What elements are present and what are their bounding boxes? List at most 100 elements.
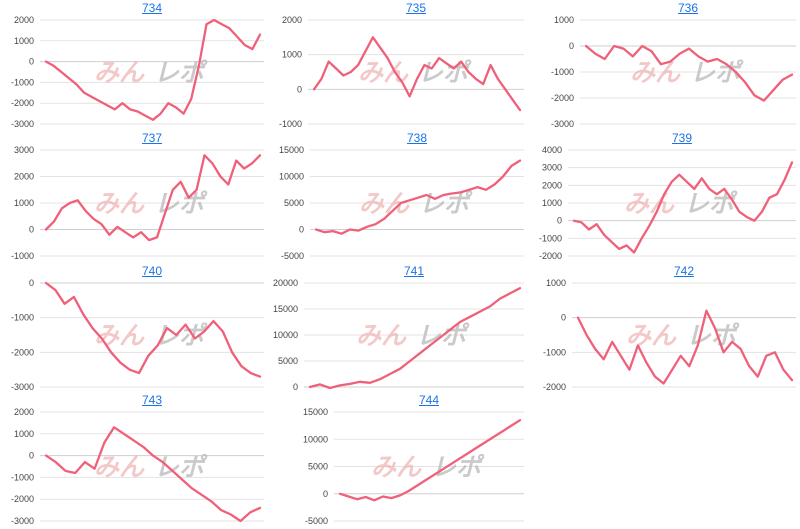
y-tick-label: -5000 bbox=[281, 251, 304, 261]
y-tick-label: 20000 bbox=[273, 278, 298, 288]
series-line bbox=[44, 281, 262, 378]
chart-title-link[interactable]: 744 bbox=[418, 393, 440, 407]
watermark-logo: レポ bbox=[154, 189, 208, 218]
y-tick-label: -5000 bbox=[305, 516, 328, 526]
y-tick-label: 0 bbox=[293, 382, 298, 392]
series-line bbox=[576, 309, 794, 385]
y-tick-label: 1000 bbox=[14, 198, 34, 208]
chart-panel: 737 3000 2000 1000 0 -1000 みん レポ bbox=[0, 130, 268, 264]
chart-panel: 736 1000 0 -1000 -2000 -3000 みん レポ bbox=[528, 0, 800, 132]
watermark-logo: レポ bbox=[419, 189, 473, 218]
y-tick-label: 1000 bbox=[14, 36, 34, 46]
y-tick-label: 0 bbox=[29, 451, 34, 461]
chart-title-link[interactable]: 740 bbox=[141, 264, 163, 278]
watermark-logo: レポ bbox=[154, 453, 208, 482]
y-tick-label: 3000 bbox=[542, 163, 562, 173]
y-tick-label: -3000 bbox=[11, 119, 34, 129]
y-tick-label: 1000 bbox=[542, 198, 562, 208]
y-tick-label: 0 bbox=[29, 225, 34, 235]
line-chart: 3000 2000 1000 0 -1000 みん レポ bbox=[11, 145, 264, 261]
chart-panel: 735 2000 1000 0 -1000 みん レポ bbox=[268, 0, 528, 132]
watermark-logo: レポ bbox=[684, 189, 738, 218]
y-tick-label: 4000 bbox=[542, 145, 562, 155]
y-tick-label: 2000 bbox=[14, 15, 34, 25]
y-tick-label: 15000 bbox=[279, 145, 304, 155]
series-line bbox=[44, 426, 262, 523]
chart-title-link[interactable]: 743 bbox=[141, 393, 163, 407]
y-tick-label: -1000 bbox=[543, 347, 566, 357]
y-tick-label: -2000 bbox=[543, 382, 566, 392]
chart-title-link[interactable]: 737 bbox=[141, 131, 163, 145]
watermark-logo: みん bbox=[94, 189, 145, 218]
chart-title-link[interactable]: 734 bbox=[141, 1, 163, 15]
watermark-logo: みん bbox=[371, 453, 422, 482]
y-tick-label: -3000 bbox=[11, 516, 34, 526]
y-tick-label: -2000 bbox=[11, 347, 34, 357]
y-tick-label: 5000 bbox=[278, 356, 298, 366]
watermark-logo: みん bbox=[94, 453, 145, 482]
chart-title-link[interactable]: 735 bbox=[405, 1, 427, 15]
chart-panel: 742 1000 0 -1000 -2000 みん レポ bbox=[528, 263, 800, 395]
series-line bbox=[308, 287, 522, 390]
watermark-logo: みん bbox=[94, 58, 145, 87]
chart-panel: 744 15000 10000 5000 0 -5000 みん レポ bbox=[268, 392, 528, 529]
chart-panel: 741 20000 15000 10000 5000 0 みん レポ bbox=[268, 263, 528, 395]
y-tick-label: 0 bbox=[29, 278, 34, 288]
line-chart: 4000 3000 2000 1000 0 -1000 -2000 みん レポ bbox=[539, 145, 796, 261]
y-tick-label: 0 bbox=[561, 313, 566, 323]
y-tick-label: -1000 bbox=[11, 313, 34, 323]
y-tick-label: 10000 bbox=[303, 434, 328, 444]
chart-panel: 734 2000 1000 0 -1000 -2000 -3000 みん レポ bbox=[0, 0, 268, 132]
chart-title-link[interactable]: 738 bbox=[406, 131, 428, 145]
chart-title-link[interactable]: 739 bbox=[671, 131, 693, 145]
y-tick-label: -2000 bbox=[539, 251, 562, 261]
y-tick-label: 15000 bbox=[273, 304, 298, 314]
y-tick-label: -2000 bbox=[551, 93, 574, 103]
y-tick-label: 2000 bbox=[14, 407, 34, 417]
chart-title-link[interactable]: 742 bbox=[673, 264, 695, 278]
y-tick-label: 1000 bbox=[282, 50, 302, 60]
y-tick-label: 1000 bbox=[546, 278, 566, 288]
y-tick-label: 1000 bbox=[14, 429, 34, 439]
y-tick-label: 0 bbox=[323, 489, 328, 499]
y-tick-label: 2000 bbox=[14, 172, 34, 182]
y-tick-label: -1000 bbox=[551, 67, 574, 77]
y-tick-label: 0 bbox=[557, 216, 562, 226]
chart-panel: 743 2000 1000 0 -1000 -2000 -3000 みん レポ bbox=[0, 392, 268, 529]
series-line bbox=[312, 36, 522, 112]
y-tick-label: -1000 bbox=[539, 233, 562, 243]
watermark-logo: みん bbox=[358, 58, 409, 87]
y-tick-label: -3000 bbox=[11, 382, 34, 392]
watermark-logo: みん bbox=[626, 321, 677, 350]
series-line bbox=[584, 44, 794, 102]
y-tick-label: 10000 bbox=[273, 330, 298, 340]
watermark-logo: みん bbox=[630, 58, 681, 87]
y-tick-label: 1000 bbox=[554, 15, 574, 25]
y-tick-label: -3000 bbox=[551, 119, 574, 129]
watermark-logo: みん bbox=[356, 321, 407, 350]
y-tick-label: -1000 bbox=[11, 77, 34, 87]
series-line bbox=[338, 419, 522, 502]
chart-panel: 739 4000 3000 2000 1000 0 -1000 -2000 みん レポ bbox=[528, 130, 800, 264]
chart-title-link[interactable]: 736 bbox=[677, 1, 699, 15]
series-line bbox=[572, 161, 794, 254]
y-tick-label: -2000 bbox=[11, 98, 34, 108]
series-line bbox=[44, 154, 262, 242]
y-tick-label: 2000 bbox=[542, 180, 562, 190]
series-line bbox=[314, 159, 522, 235]
y-tick-label: 5000 bbox=[308, 462, 328, 472]
chart-panel: 740 0 -1000 -2000 -3000 みん レポ bbox=[0, 263, 268, 395]
y-tick-label: 0 bbox=[299, 225, 304, 235]
chart-title-link[interactable]: 741 bbox=[403, 264, 425, 278]
y-tick-label: -1000 bbox=[11, 472, 34, 482]
watermark-logo: みん bbox=[624, 189, 675, 218]
y-tick-label: 5000 bbox=[284, 198, 304, 208]
